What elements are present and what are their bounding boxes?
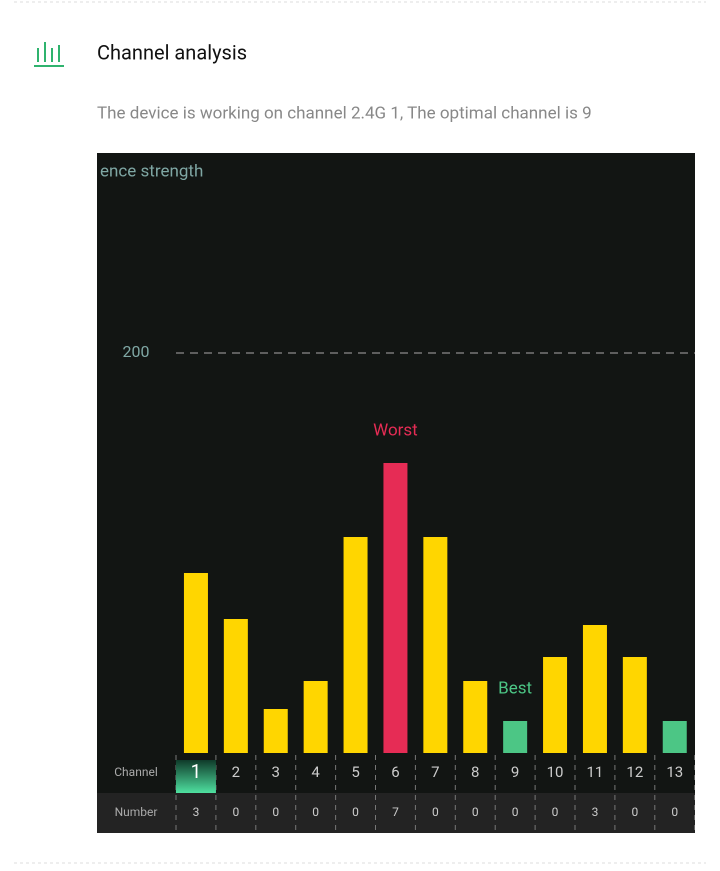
annotation: Best (498, 678, 532, 698)
bar (582, 625, 607, 753)
count-label: 0 (671, 805, 678, 819)
section-title: Channel analysis (97, 40, 247, 64)
bar (303, 681, 328, 753)
count-label: 0 (631, 805, 638, 819)
chart: ence strength Number Channel 20013203040… (100, 161, 695, 833)
x-tick-label: 10 (547, 763, 564, 781)
count-label: 0 (472, 805, 479, 819)
count-label: 3 (193, 805, 200, 819)
x-tick-label: 5 (351, 763, 359, 781)
x-tick-label: 6 (391, 763, 399, 781)
count-label: 0 (552, 805, 559, 819)
x-tick-label: 3 (272, 763, 280, 781)
row-label: Number (115, 805, 158, 819)
bar (423, 537, 448, 753)
bar (343, 537, 368, 753)
count-label: 0 (232, 805, 239, 819)
description: The device is working on channel 2.4G 1,… (97, 103, 592, 123)
bar (183, 573, 208, 753)
bar (263, 709, 288, 753)
x-tick-label: 2 (232, 763, 240, 781)
x-tick-label: 11 (587, 763, 604, 781)
bar (463, 681, 488, 753)
count-label: 7 (392, 805, 399, 819)
number-row (97, 793, 695, 833)
count-label: 0 (432, 805, 439, 819)
x-tick-label: 1 (191, 760, 202, 783)
bar (503, 721, 528, 753)
x-tick-label: 12 (626, 763, 643, 781)
count-label: 0 (312, 805, 319, 819)
annotation: Worst (373, 420, 418, 440)
row-label: Channel (114, 765, 157, 779)
bar (223, 619, 248, 753)
count-label: 0 (512, 805, 519, 819)
section-icon (34, 42, 64, 67)
bar (383, 463, 408, 753)
y-axis-label: ence strength (100, 161, 203, 181)
bar (622, 657, 647, 753)
count-label: 0 (352, 805, 359, 819)
y-tick-label: 200 (123, 342, 150, 361)
bar (662, 721, 687, 753)
x-tick-label: 13 (666, 763, 683, 781)
x-tick-label: 4 (311, 763, 320, 781)
count-label: 0 (272, 805, 279, 819)
x-tick-label: 8 (471, 763, 479, 781)
count-label: 3 (592, 805, 599, 819)
x-tick-label: 7 (431, 763, 439, 781)
bar (543, 657, 568, 753)
current-channel (175, 760, 216, 793)
x-tick-label: 9 (511, 763, 519, 781)
